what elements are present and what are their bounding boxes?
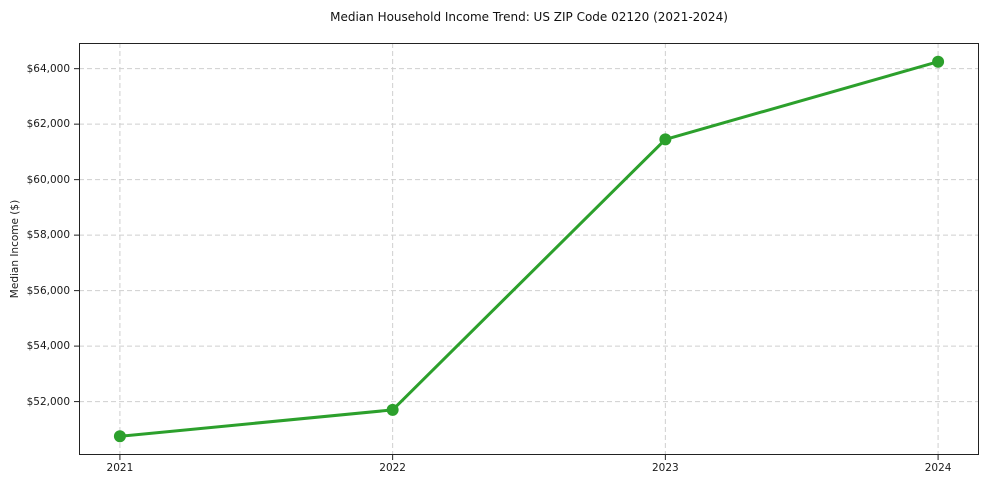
- data-point-2024: [932, 55, 945, 68]
- y-tick-label: $54,000: [26, 340, 70, 353]
- plot-area: [74, 43, 979, 460]
- y-tick-label: $60,000: [26, 173, 70, 186]
- y-tick-label: $64,000: [26, 62, 70, 75]
- x-tick-label: 2021: [106, 462, 134, 474]
- income-trend-line: [118, 60, 940, 438]
- y-axis-label: Median Income ($): [9, 199, 21, 299]
- line-chart-canvas: [74, 43, 979, 460]
- plot-border: [79, 43, 979, 455]
- data-point-2022: [386, 403, 399, 416]
- x-tick-label: 2024: [924, 462, 952, 474]
- y-tick-label: $52,000: [26, 395, 70, 408]
- y-tick-label: $62,000: [26, 118, 70, 131]
- x-tick-label: 2022: [379, 462, 406, 474]
- data-point-2021: [113, 430, 126, 443]
- data-point-2023: [659, 133, 672, 146]
- y-tick-label: $58,000: [26, 229, 70, 242]
- y-tick-label: $56,000: [26, 284, 70, 297]
- x-tick-label: 2023: [651, 462, 679, 474]
- chart-title: Median Household Income Trend: US ZIP Co…: [330, 10, 728, 24]
